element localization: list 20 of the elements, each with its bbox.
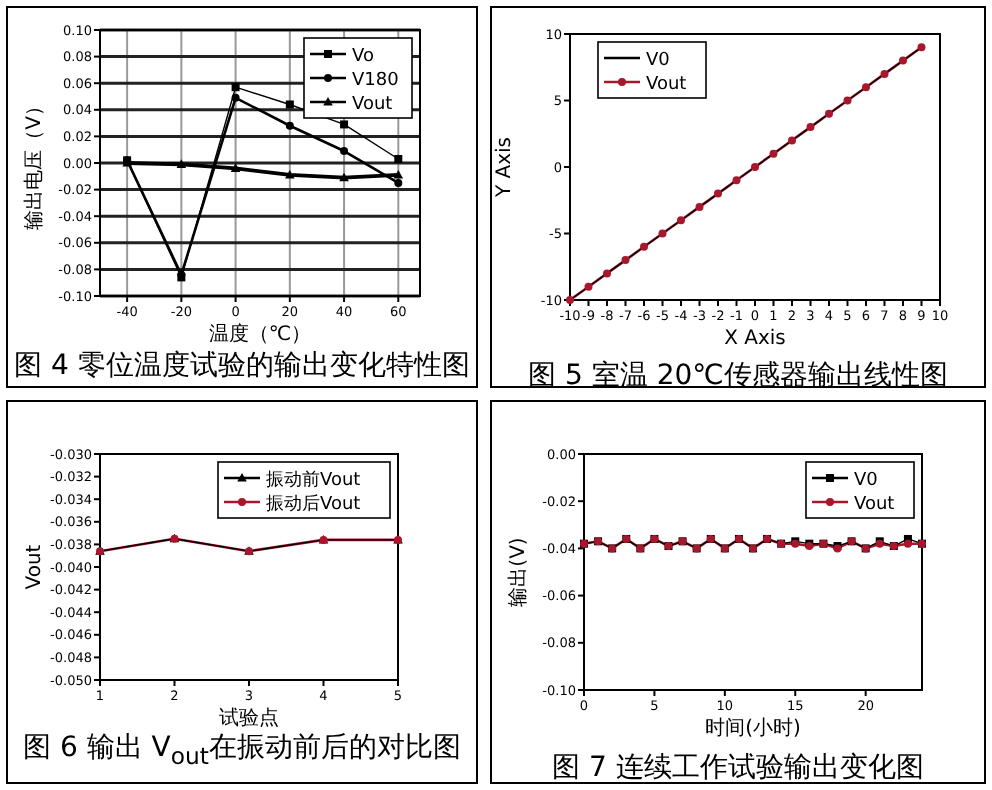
legend-label: Vout bbox=[854, 495, 896, 515]
text: 图 6 输出 V$_{out}$在振动前后的对比图 bbox=[21, 730, 463, 770]
legend-label: 振动后Vout bbox=[266, 493, 362, 515]
legend-label: Vout bbox=[352, 95, 394, 115]
y-axis-title: 输出电压（V） bbox=[22, 96, 46, 230]
legend-label: 振动前Vout bbox=[266, 469, 362, 491]
legend-label: V0 bbox=[854, 471, 879, 491]
x-axis-title: X Axis bbox=[724, 328, 786, 350]
legend-label: V0 bbox=[646, 51, 671, 71]
legend-label: Vo bbox=[352, 47, 375, 67]
x-axis-title: 试验点 bbox=[219, 706, 279, 730]
text: 图 4 零位温度试验的输出变化特性图 bbox=[12, 348, 472, 384]
legend-label: V180 bbox=[352, 71, 400, 91]
y-axis-title: Y Axis bbox=[494, 136, 516, 200]
x-axis-title: 时间(小时) bbox=[705, 716, 801, 740]
y-axis-title: Vout bbox=[24, 544, 46, 590]
text: 图 7 连续工作试验输出变化图 bbox=[550, 750, 926, 786]
x-axis-title: 温度（℃） bbox=[208, 322, 312, 346]
legend-label: Vout bbox=[646, 75, 688, 95]
y-axis-title: 输出(V) bbox=[506, 537, 530, 607]
